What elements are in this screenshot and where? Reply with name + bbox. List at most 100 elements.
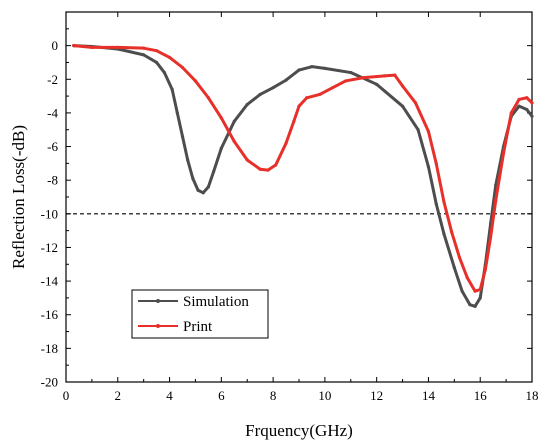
data-point-print [494, 198, 498, 202]
data-point-print [193, 79, 198, 83]
data-point-simulation [442, 232, 446, 236]
data-point-simulation [162, 70, 166, 75]
y-tick-label: -12 [41, 240, 58, 255]
data-point-simulation [219, 146, 223, 150]
data-point-simulation [530, 114, 534, 118]
data-point-print [266, 168, 270, 172]
data-point-print [483, 267, 487, 271]
data-point-print [155, 49, 159, 53]
series-line-print [72, 44, 534, 293]
x-axis-title: Frquency(GHz) [245, 421, 353, 440]
data-point-print [72, 44, 76, 48]
x-tick-label: 10 [318, 388, 331, 403]
data-point-simulation [310, 65, 314, 69]
data-point-print [318, 92, 322, 97]
data-point-print [501, 151, 506, 155]
data-point-print [297, 104, 301, 108]
data-point-print [426, 129, 431, 134]
data-point-print [362, 75, 366, 80]
data-point-print [305, 96, 309, 100]
data-point-simulation [191, 176, 195, 181]
data-point-simulation [473, 304, 477, 308]
data-point-simulation [271, 86, 275, 90]
data-point-print [180, 65, 185, 70]
y-tick-label: -20 [41, 375, 58, 390]
data-point-print [434, 161, 438, 165]
data-point-simulation [517, 104, 521, 108]
data-point-simulation [400, 104, 405, 108]
data-point-simulation [206, 185, 210, 189]
data-point-print [344, 79, 348, 83]
legend-label-print: Print [183, 319, 213, 335]
x-tick-label: 0 [63, 388, 70, 403]
x-tick-label: 2 [115, 388, 122, 403]
data-point-print [219, 116, 223, 120]
series-group [72, 44, 534, 308]
x-tick-label: 4 [166, 388, 173, 403]
data-point-simulation [155, 60, 159, 65]
data-point-simulation [232, 119, 236, 123]
data-point-simulation [426, 165, 431, 169]
y-tick-label: -8 [47, 173, 58, 188]
data-point-print [206, 96, 210, 100]
data-point-print [450, 230, 454, 234]
data-point-print [90, 45, 94, 49]
data-point-print [400, 84, 405, 88]
data-point-print [442, 200, 446, 204]
data-point-simulation [468, 303, 472, 307]
data-point-simulation [434, 202, 438, 206]
data-point-simulation [201, 191, 205, 195]
data-point-simulation [494, 183, 498, 187]
data-point-print [478, 287, 482, 292]
data-point-print [465, 276, 469, 280]
data-point-print [488, 235, 493, 239]
data-point-print [413, 101, 418, 105]
legend: Simulation Print [131, 289, 269, 339]
x-axis-tick-labels: 0 2 4 6 8 10 12 14 16 18 [63, 388, 539, 403]
data-point-print [292, 119, 296, 123]
data-point-simulation [452, 266, 456, 270]
y-tick-label: -4 [47, 105, 58, 120]
data-point-simulation [284, 78, 288, 82]
y-axis-tick-labels: 0 -2 -4 -6 -8 -10 -12 -14 -16 -18 -20 [41, 38, 59, 389]
x-tick-label: 18 [526, 388, 539, 403]
data-point-print [382, 74, 387, 78]
legend-box [131, 289, 269, 339]
y-axis-title: Reflection Loss(-dB) [9, 125, 28, 269]
data-point-simulation [245, 102, 249, 107]
data-point-print [473, 289, 477, 293]
data-point-print [284, 141, 288, 145]
legend-label-simulation: Simulation [183, 294, 249, 310]
data-point-simulation [186, 158, 190, 162]
x-axis-ticks [65, 12, 533, 382]
x-tick-label: 14 [422, 388, 436, 403]
data-point-simulation [349, 70, 353, 75]
data-point-simulation [170, 87, 174, 91]
y-tick-label: 0 [52, 38, 59, 53]
y-tick-label: -18 [41, 341, 58, 356]
data-point-print [232, 139, 236, 144]
x-tick-label: 6 [218, 388, 225, 403]
data-point-simulation [258, 92, 262, 97]
data-point-simulation [211, 170, 216, 174]
data-point-simulation [142, 53, 146, 57]
x-tick-label: 16 [474, 388, 488, 403]
y-tick-label: -6 [47, 139, 58, 154]
y-tick-label: -10 [41, 206, 58, 221]
data-point-simulation [297, 68, 301, 72]
data-point-simulation [180, 134, 185, 139]
data-point-simulation [175, 111, 179, 115]
data-point-print [525, 96, 529, 100]
x-tick-label: 12 [370, 388, 383, 403]
y-tick-label: -14 [41, 274, 59, 289]
data-point-print [274, 163, 278, 167]
data-point-print [331, 86, 335, 90]
legend-marker-print [156, 324, 160, 328]
data-point-print [393, 73, 397, 77]
data-point-print [530, 101, 534, 105]
y-tick-label: -2 [47, 72, 58, 87]
data-point-print [517, 97, 521, 102]
data-point-simulation [196, 188, 200, 192]
legend-marker-simulation [156, 299, 160, 303]
